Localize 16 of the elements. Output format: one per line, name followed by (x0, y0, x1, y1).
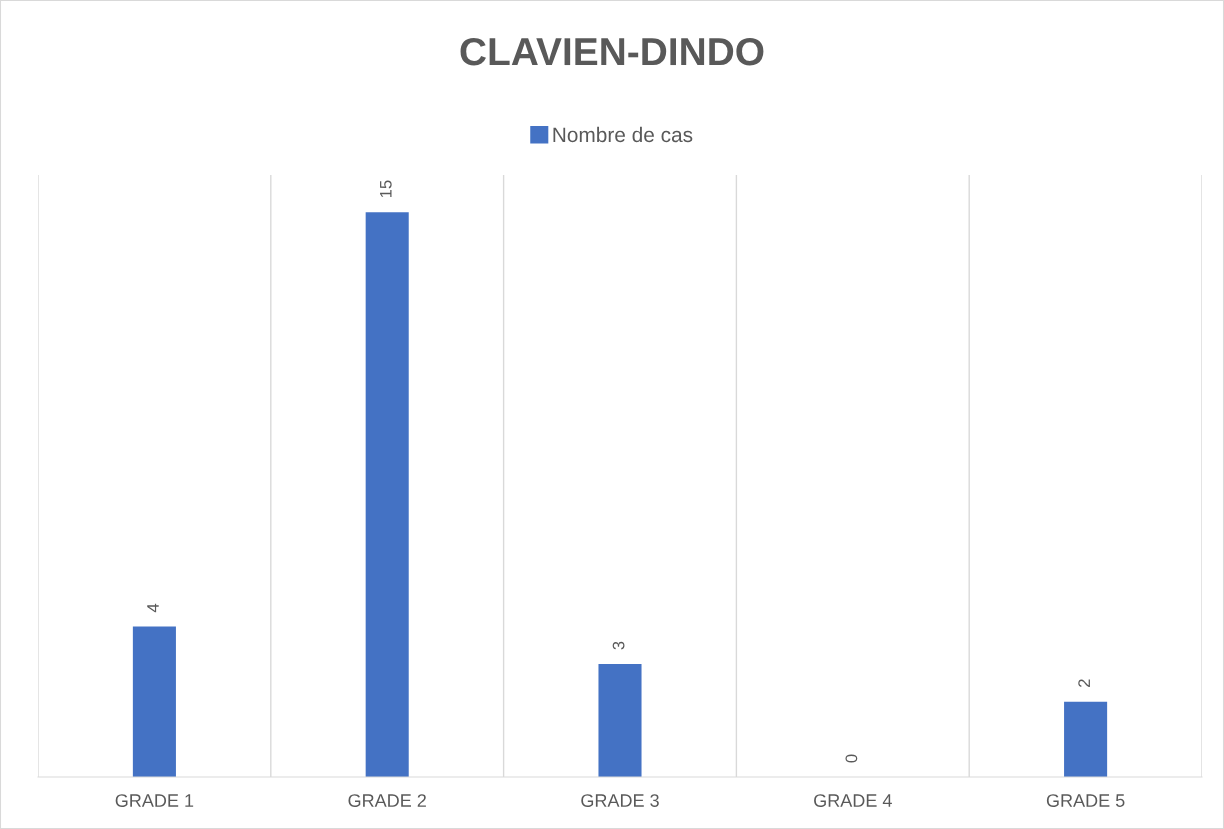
chart-title: CLAVIEN-DINDO (460, 37, 764, 66)
data-label: 4 (147, 603, 159, 613)
data-label: 2 (1078, 679, 1090, 687)
bar (132, 626, 176, 777)
x-tick-label: GRADE 3 (581, 794, 659, 807)
bar (598, 664, 642, 777)
data-label: 15 (380, 180, 392, 198)
x-tick-label: GRADE 1 (115, 794, 194, 807)
bar (1064, 701, 1108, 777)
x-tick-label: GRADE 4 (814, 794, 892, 807)
bar (365, 212, 409, 777)
data-label: 0 (845, 754, 858, 763)
x-tick-label: GRADE 5 (1046, 794, 1125, 807)
legend-label: Nombre de cas (553, 126, 693, 143)
data-label: 3 (612, 641, 625, 650)
x-tick-label: GRADE 2 (348, 794, 426, 807)
